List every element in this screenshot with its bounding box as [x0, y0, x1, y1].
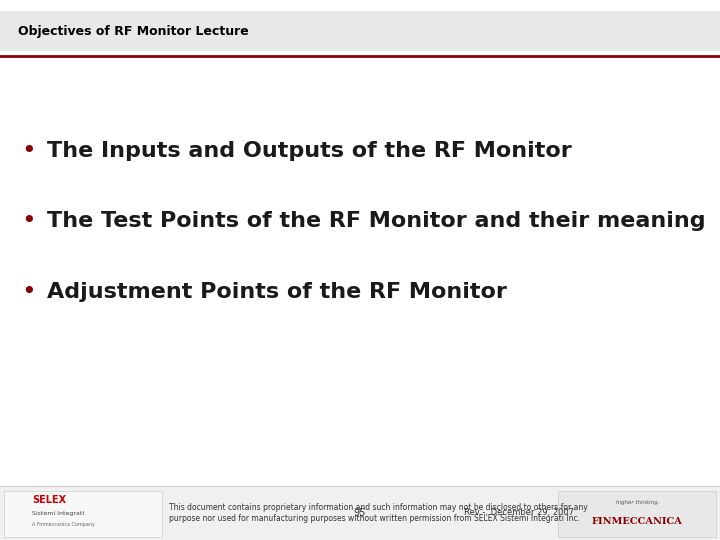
FancyBboxPatch shape — [4, 491, 162, 537]
FancyBboxPatch shape — [0, 486, 720, 540]
Text: Adjustment Points of the RF Monitor: Adjustment Points of the RF Monitor — [47, 281, 507, 302]
Text: The Test Points of the RF Monitor and their meaning: The Test Points of the RF Monitor and th… — [47, 211, 706, 232]
Text: •: • — [22, 139, 36, 163]
Text: Objectives of RF Monitor Lecture: Objectives of RF Monitor Lecture — [18, 24, 248, 38]
Text: The Inputs and Outputs of the RF Monitor: The Inputs and Outputs of the RF Monitor — [47, 141, 572, 161]
Text: FINMECCANICA: FINMECCANICA — [592, 517, 683, 525]
Text: Rev -, December 29, 2007: Rev -, December 29, 2007 — [464, 509, 575, 517]
Text: •: • — [22, 210, 36, 233]
Text: SELEX: SELEX — [32, 495, 66, 505]
Text: •: • — [22, 280, 36, 303]
Text: 95: 95 — [354, 508, 366, 518]
Text: Sistemi Integrati: Sistemi Integrati — [32, 510, 84, 516]
Text: A Finmeccanica Company: A Finmeccanica Company — [32, 522, 95, 528]
Text: higher thinking.: higher thinking. — [616, 500, 659, 505]
Text: This document contains proprietary information and such information may not be d: This document contains proprietary infor… — [169, 503, 588, 523]
FancyBboxPatch shape — [0, 11, 720, 51]
FancyBboxPatch shape — [558, 491, 716, 537]
